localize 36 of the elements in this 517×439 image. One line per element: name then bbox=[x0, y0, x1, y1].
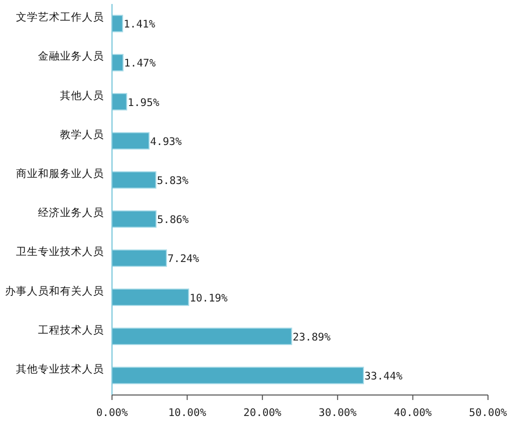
bar bbox=[112, 328, 292, 346]
bar bbox=[112, 249, 167, 267]
bar bbox=[112, 366, 364, 384]
x-tick-label: 10.00% bbox=[168, 407, 207, 419]
y-tick-label: 经济业务人员 bbox=[38, 206, 104, 220]
bar bbox=[112, 171, 156, 189]
bar bbox=[112, 54, 124, 72]
y-tick-label: 工程技术人员 bbox=[38, 323, 104, 336]
bar bbox=[112, 210, 157, 228]
y-tick-label: 其他人员 bbox=[60, 88, 104, 102]
data-label: 1.95% bbox=[128, 96, 160, 109]
x-tick-label: 30.00% bbox=[318, 407, 358, 419]
y-tick-label: 教学人员 bbox=[60, 128, 104, 141]
bar bbox=[112, 14, 124, 32]
x-tick-label: 40.00% bbox=[394, 407, 432, 419]
y-tick-label: 办事人员和有关人员 bbox=[5, 284, 104, 298]
data-label: 23.89% bbox=[292, 331, 332, 344]
x-tick-label: 0.00% bbox=[96, 407, 128, 419]
data-label: 4.93% bbox=[150, 136, 182, 148]
x-tick-label: 50.00% bbox=[469, 407, 508, 419]
data-label: 5.86% bbox=[157, 214, 190, 226]
y-tick-label: 商业和服务业人员 bbox=[16, 166, 104, 180]
y-tick-label: 卫生专业技术人员 bbox=[16, 245, 104, 258]
data-label: 1.47% bbox=[124, 58, 156, 70]
data-label: 33.44% bbox=[364, 370, 404, 382]
x-tick-label: 20.00% bbox=[243, 407, 282, 419]
bar bbox=[112, 288, 190, 306]
y-tick-label: 金融业务人员 bbox=[38, 50, 104, 63]
data-label: 1.41% bbox=[124, 18, 156, 31]
y-tick-label: 文学艺术工作人员 bbox=[16, 10, 104, 24]
bar bbox=[112, 132, 150, 150]
bar bbox=[112, 93, 128, 110]
data-label: 10.19% bbox=[190, 292, 228, 304]
y-tick-label: 其他专业技术人员 bbox=[16, 362, 104, 376]
data-label: 7.24% bbox=[167, 253, 200, 266]
data-label: 5.83% bbox=[156, 174, 190, 187]
